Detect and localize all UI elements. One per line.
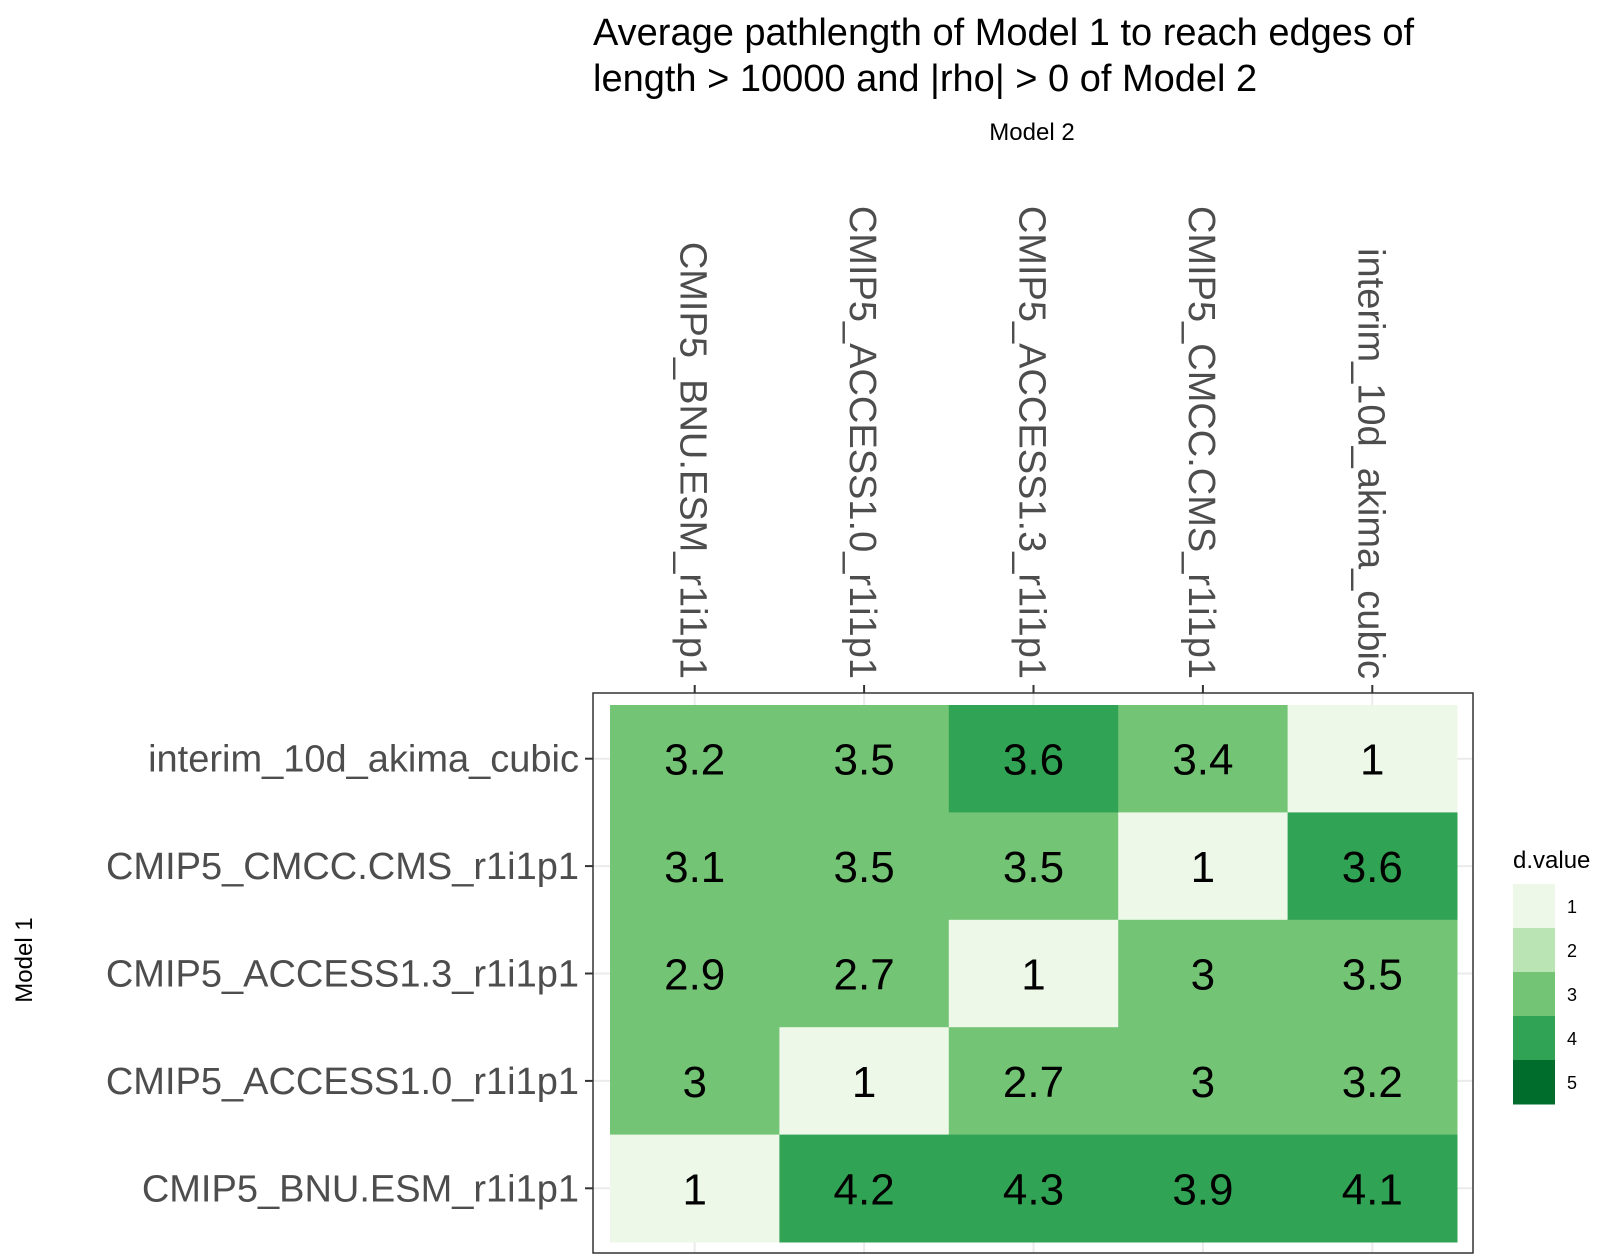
heatmap-cell (779, 1134, 950, 1243)
heatmap-cell (1118, 1134, 1289, 1243)
legend: d.value 1 2 3 4 5 (1513, 847, 1590, 1105)
heatmap-cell-labels: 3.2 3.5 3.6 3.4 1 3.1 3.5 3.5 1 3.6 2.9 2.7 1 3 3.5 3 1 2… (664, 736, 1403, 1215)
chart-title-line: length > 10000 and |rho| > 0 of Model 2 (593, 58, 1257, 100)
cell-value-label: 3.6 (1342, 843, 1403, 892)
legend-key (1513, 1060, 1555, 1105)
cell-value-label: 1 (1191, 843, 1215, 892)
cell-value-label: 1 (1021, 951, 1045, 1000)
legend-key (1513, 972, 1555, 1017)
cell-value-label: 3.5 (834, 843, 895, 892)
heatmap-cell (1118, 1027, 1289, 1136)
x-tick-label: CMIP5_CMCC.CMS_r1i1p1 (1180, 206, 1222, 679)
heatmap-cell (610, 1027, 780, 1136)
heatmap-cell (1118, 812, 1289, 921)
heatmap-cell (610, 919, 780, 1028)
cell-value-label: 3.2 (664, 736, 725, 785)
y-axis-ticks: interim_10d_akima_cubic CMIP5_CMCC.CMS_r1… (106, 739, 593, 1210)
cell-value-label: 4.2 (834, 1165, 895, 1214)
legend-key (1513, 884, 1555, 929)
heatmap-cell (1287, 812, 1458, 921)
legend-key (1513, 928, 1555, 973)
cell-value-label: 2.7 (1003, 1058, 1064, 1107)
cell-value-label: 3.5 (834, 736, 895, 785)
y-axis-title: Model 1 (11, 917, 38, 1002)
y-tick-label: CMIP5_CMCC.CMS_r1i1p1 (106, 846, 579, 888)
heatmap-cell (1287, 1027, 1458, 1136)
heatmap-cells (610, 705, 1458, 1243)
x-tick-label: CMIP5_BNU.ESM_r1i1p1 (672, 242, 714, 679)
cell-value-label: 3.5 (1003, 843, 1064, 892)
chart-title: Average pathlength of Model 1 to reach e… (593, 12, 1415, 100)
x-axis-title: Model 2 (989, 119, 1074, 146)
legend-label: 5 (1567, 1073, 1577, 1093)
y-tick-label: CMIP5_ACCESS1.0_r1i1p1 (106, 1061, 579, 1103)
cell-value-label: 3 (1191, 1058, 1215, 1107)
heatmap-cell (948, 919, 1119, 1028)
cell-value-label: 4.3 (1003, 1165, 1064, 1214)
heatmap-cell (1287, 919, 1458, 1028)
heatmap-cell (610, 1134, 780, 1243)
heatmap-cell (779, 919, 950, 1028)
heatmap-cell (779, 812, 950, 921)
cell-value-label: 1 (852, 1058, 876, 1107)
cell-value-label: 3 (682, 1058, 706, 1107)
heatmap-cell (610, 705, 780, 813)
y-tick-label: interim_10d_akima_cubic (148, 739, 579, 781)
cell-value-label: 3.5 (1342, 951, 1403, 1000)
cell-value-label: 3.2 (1342, 1058, 1403, 1107)
cell-value-label: 3.6 (1003, 736, 1064, 785)
x-axis-ticks: CMIP5_BNU.ESM_r1i1p1 CMIP5_ACCESS1.0_r1i1… (672, 206, 1391, 693)
heatmap-cell (779, 1027, 950, 1136)
heatmap-cell (1118, 919, 1289, 1028)
cell-value-label: 1 (1360, 736, 1384, 785)
heatmap-cell (779, 705, 950, 813)
cell-value-label: 3.1 (664, 843, 725, 892)
heatmap-cell (1118, 705, 1289, 813)
legend-label: 3 (1567, 985, 1577, 1005)
heatmap-cell (1287, 1134, 1458, 1243)
y-tick-label: CMIP5_ACCESS1.3_r1i1p1 (106, 954, 579, 996)
heatmap-cell (1287, 705, 1458, 813)
chart-title-line: Average pathlength of Model 1 to reach e… (593, 12, 1415, 54)
cell-value-label: 1 (682, 1165, 706, 1214)
x-tick-label: CMIP5_ACCESS1.0_r1i1p1 (841, 206, 883, 679)
x-tick-label: CMIP5_ACCESS1.3_r1i1p1 (1011, 206, 1053, 679)
cell-value-label: 2.7 (834, 951, 895, 1000)
heatmap-cell (610, 812, 780, 921)
legend-label: 2 (1567, 941, 1577, 961)
cell-value-label: 3.9 (1172, 1165, 1233, 1214)
heatmap-cell (948, 705, 1119, 813)
heatmap-cell (948, 1134, 1119, 1243)
y-tick-label: CMIP5_BNU.ESM_r1i1p1 (142, 1168, 579, 1210)
heatmap-cell (948, 1027, 1119, 1136)
cell-value-label: 3 (1191, 951, 1215, 1000)
cell-value-label: 4.1 (1342, 1165, 1403, 1214)
legend-key (1513, 1016, 1555, 1061)
legend-label: 1 (1567, 897, 1577, 917)
legend-title: d.value (1513, 847, 1590, 874)
cell-value-label: 3.4 (1172, 736, 1233, 785)
x-tick-label: interim_10d_akima_cubic (1349, 248, 1391, 679)
legend-label: 4 (1567, 1029, 1577, 1049)
heatmap-cell (948, 812, 1119, 921)
cell-value-label: 2.9 (664, 951, 725, 1000)
